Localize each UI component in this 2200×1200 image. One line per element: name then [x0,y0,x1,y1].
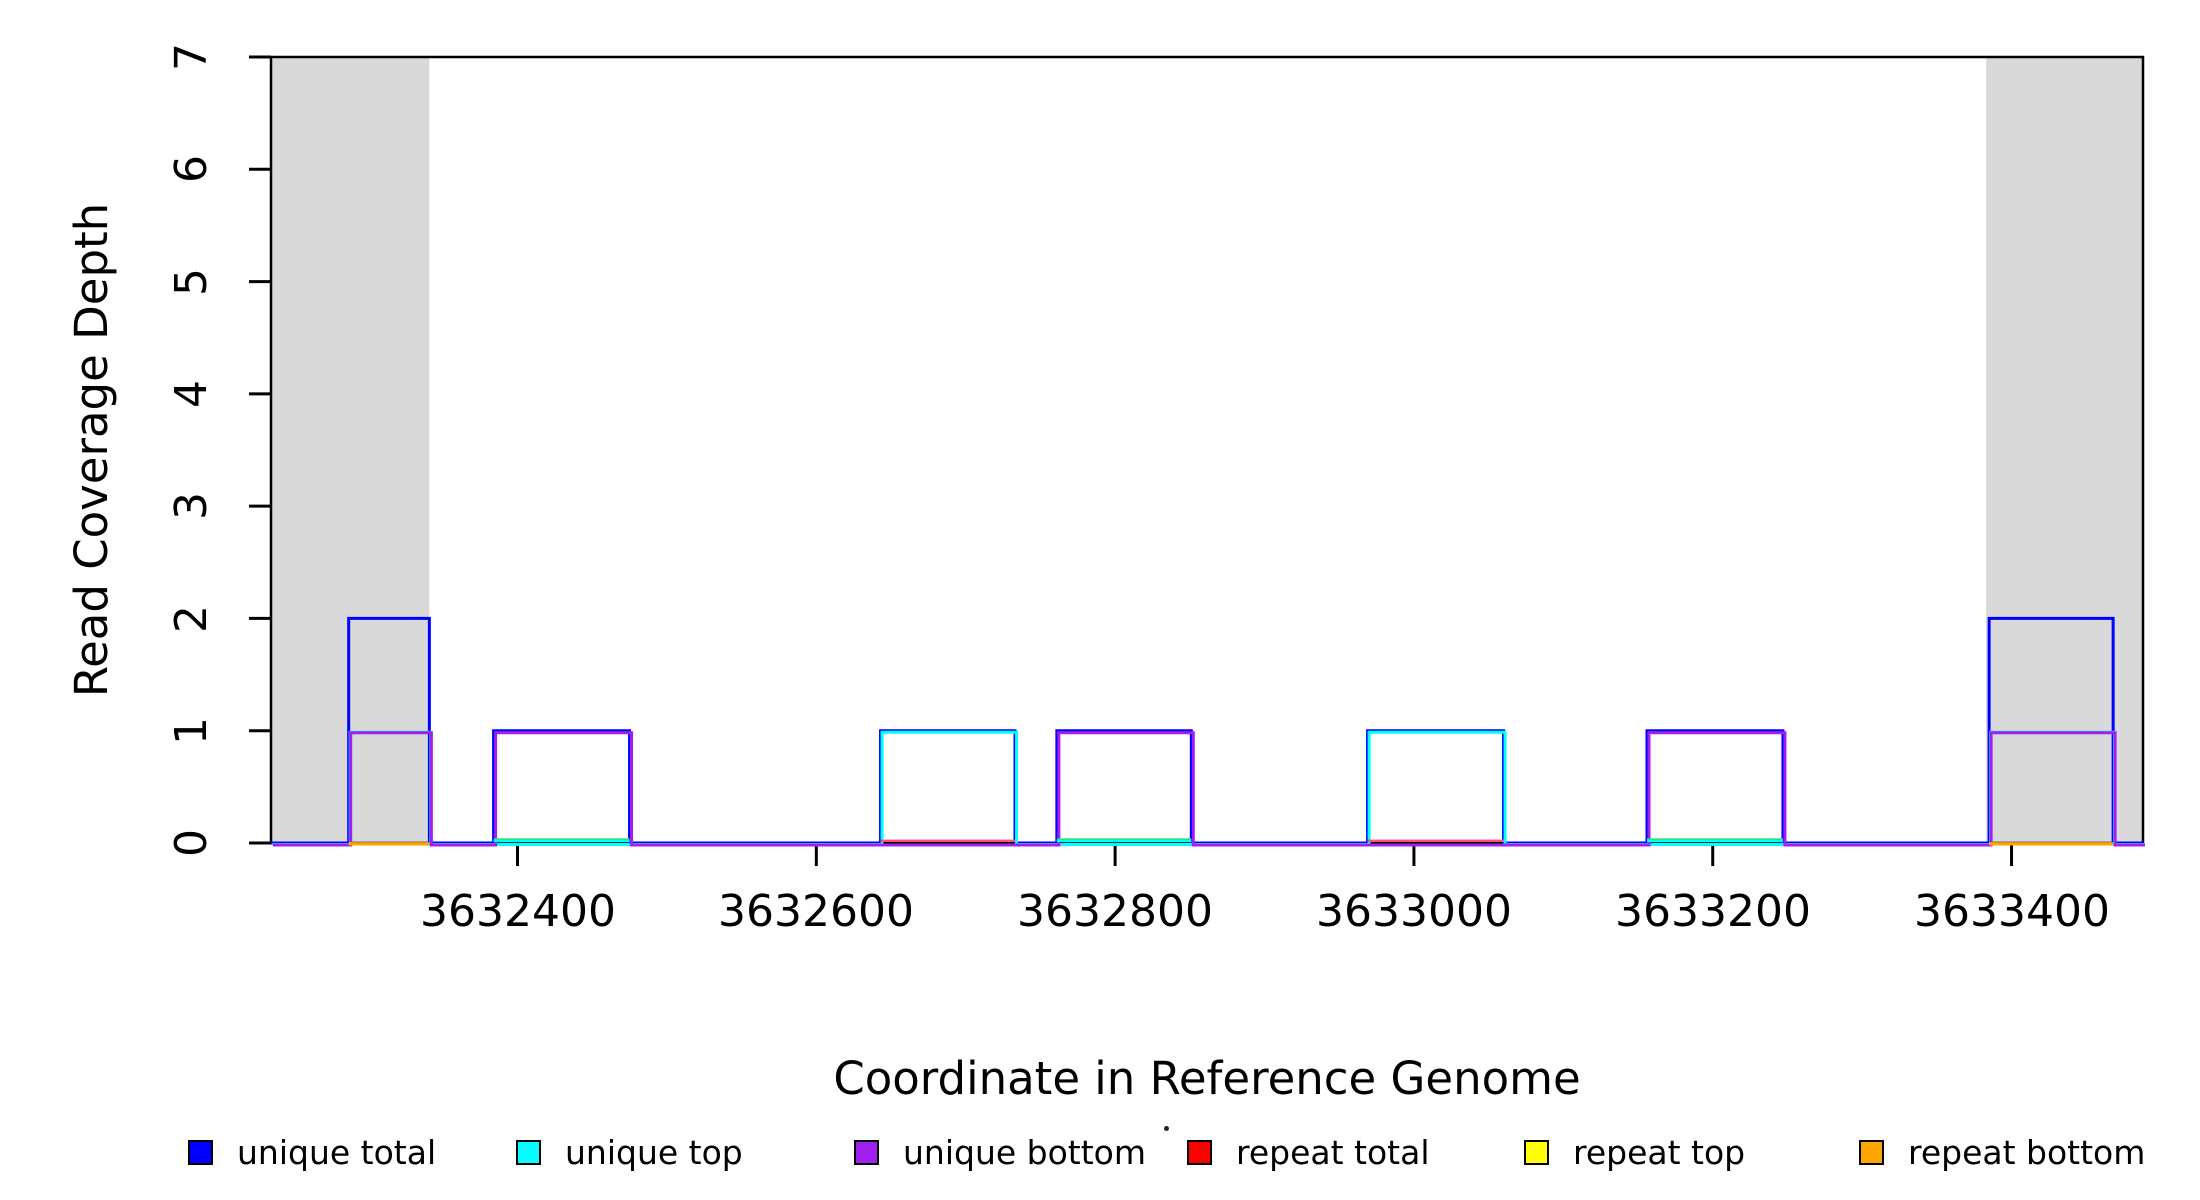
x-tick-label-5: 3633400 [1914,886,2110,937]
series-line-unique-total [271,616,2143,845]
y-tick-label-3: 3 [165,492,217,520]
y-tick-label-4: 4 [165,380,217,408]
shaded-repeat-region [1986,57,2143,843]
series-line-unique-top [272,730,2145,846]
y-axis-title: Read Coverage Depth [64,202,118,698]
y-tick-label-7: 7 [165,43,217,71]
y-tick-label-6: 6 [165,155,217,183]
y-tick-label-2: 2 [165,605,217,633]
plot-border [269,55,2145,845]
x-tick-label-3: 3633000 [1316,886,1512,937]
series-line-unique-bottom [273,731,2145,847]
y-tick-label-0: 0 [165,829,217,857]
x-tick-label-4: 3633200 [1615,886,1811,937]
x-tick-label-1: 3632600 [718,886,914,937]
stray-dot-artifact [1164,1126,1169,1131]
y-tick-label-5: 5 [165,268,217,296]
y-tick-label-1: 1 [165,717,217,745]
x-axis-title: Coordinate in Reference Genome [833,1052,1581,1105]
x-tick-label-2: 3632800 [1017,886,1213,937]
x-tick-label-0: 3632400 [420,886,616,937]
